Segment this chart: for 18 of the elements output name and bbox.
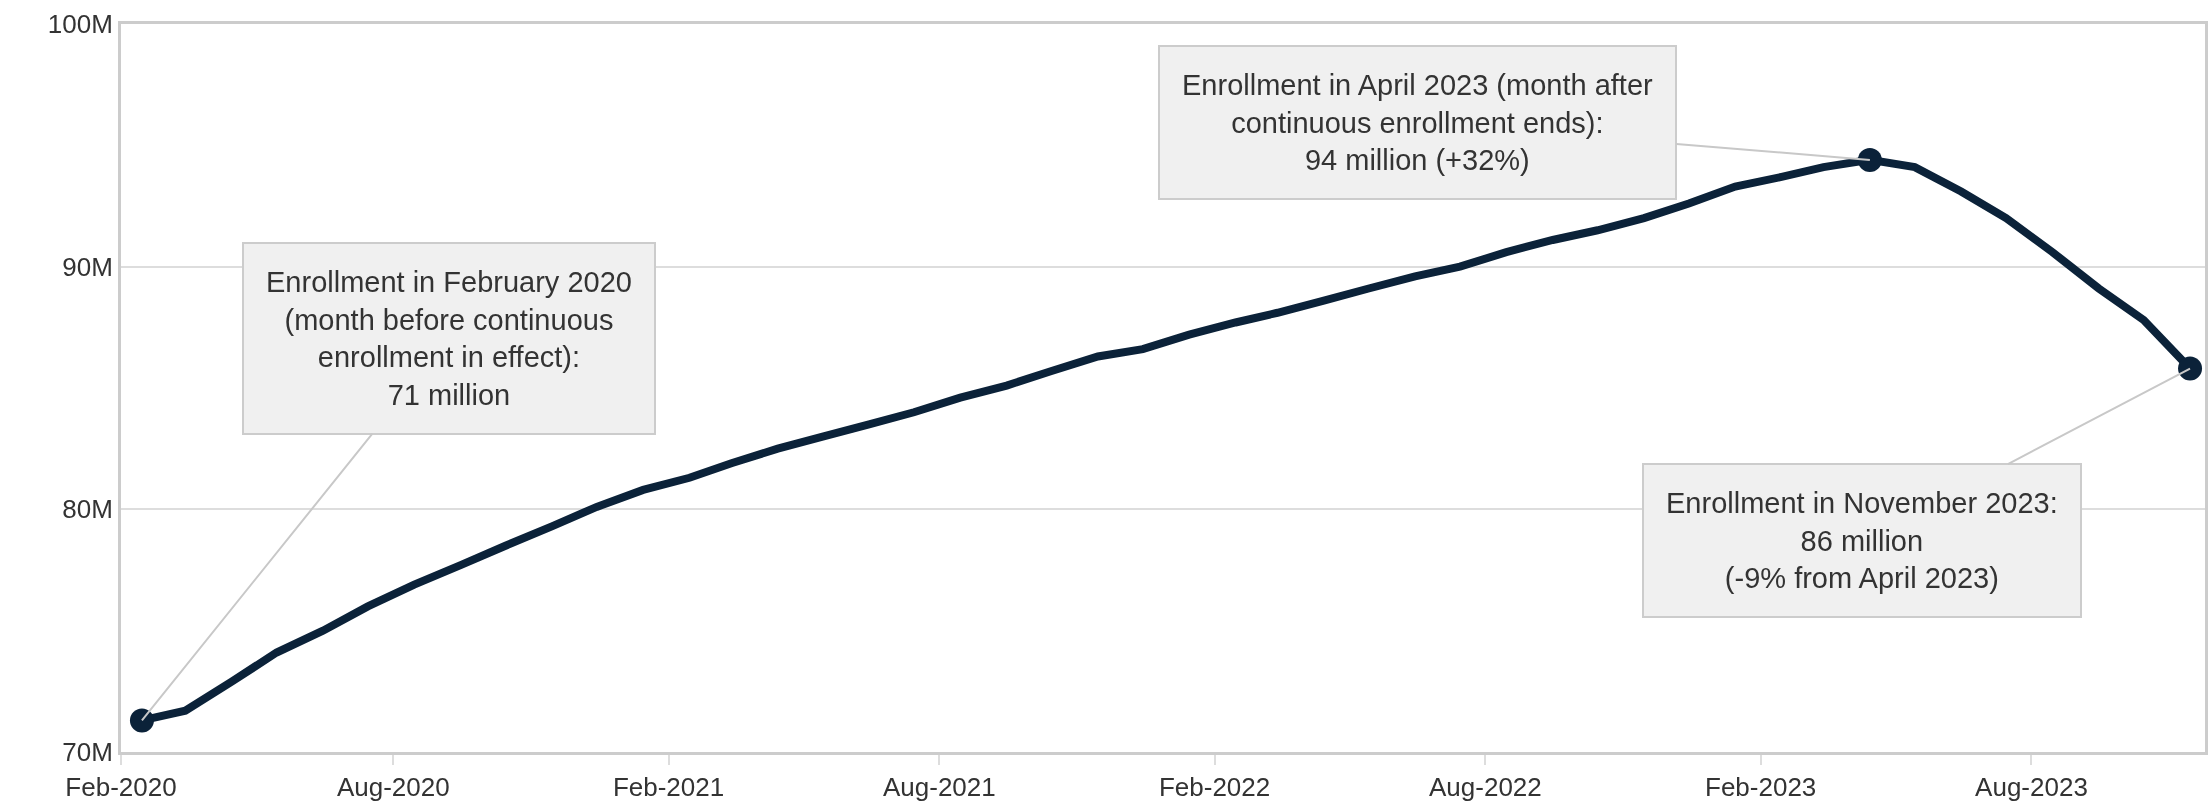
x-tick-label: Aug-2023 bbox=[1975, 772, 2088, 803]
point bbox=[129, 708, 154, 733]
point bbox=[1857, 147, 1882, 172]
x-tick-label: Aug-2020 bbox=[336, 772, 450, 803]
y-tick-label: 80M bbox=[62, 494, 113, 525]
point bbox=[2178, 356, 2203, 381]
x-tick-label: Aug-2021 bbox=[882, 772, 996, 803]
y-tick-label: 90M bbox=[62, 251, 113, 282]
x-tick-label: Feb-2022 bbox=[1158, 772, 1271, 803]
y-tick-label: 100M bbox=[47, 9, 113, 40]
y-tick-label: 70M bbox=[62, 737, 113, 768]
x-tick-label: Aug-2022 bbox=[1429, 772, 1542, 803]
x-tick-label: Feb-2021 bbox=[612, 772, 725, 803]
annotation: Enrollment in February 2020 (month before continuous enrollment in effect): 71 million bbox=[266, 266, 632, 412]
x-tick-label: Feb-2023 bbox=[1705, 772, 1817, 803]
annotation: Enrollment in April 2023 (month after continuous enrollment ends): 94 million (+32%) bbox=[1182, 69, 1654, 177]
x-tick-label: Feb-2020 bbox=[65, 772, 177, 803]
annotation: Enrollment in November 2023: 86 million (-9% from April 2023) bbox=[1666, 487, 2058, 595]
